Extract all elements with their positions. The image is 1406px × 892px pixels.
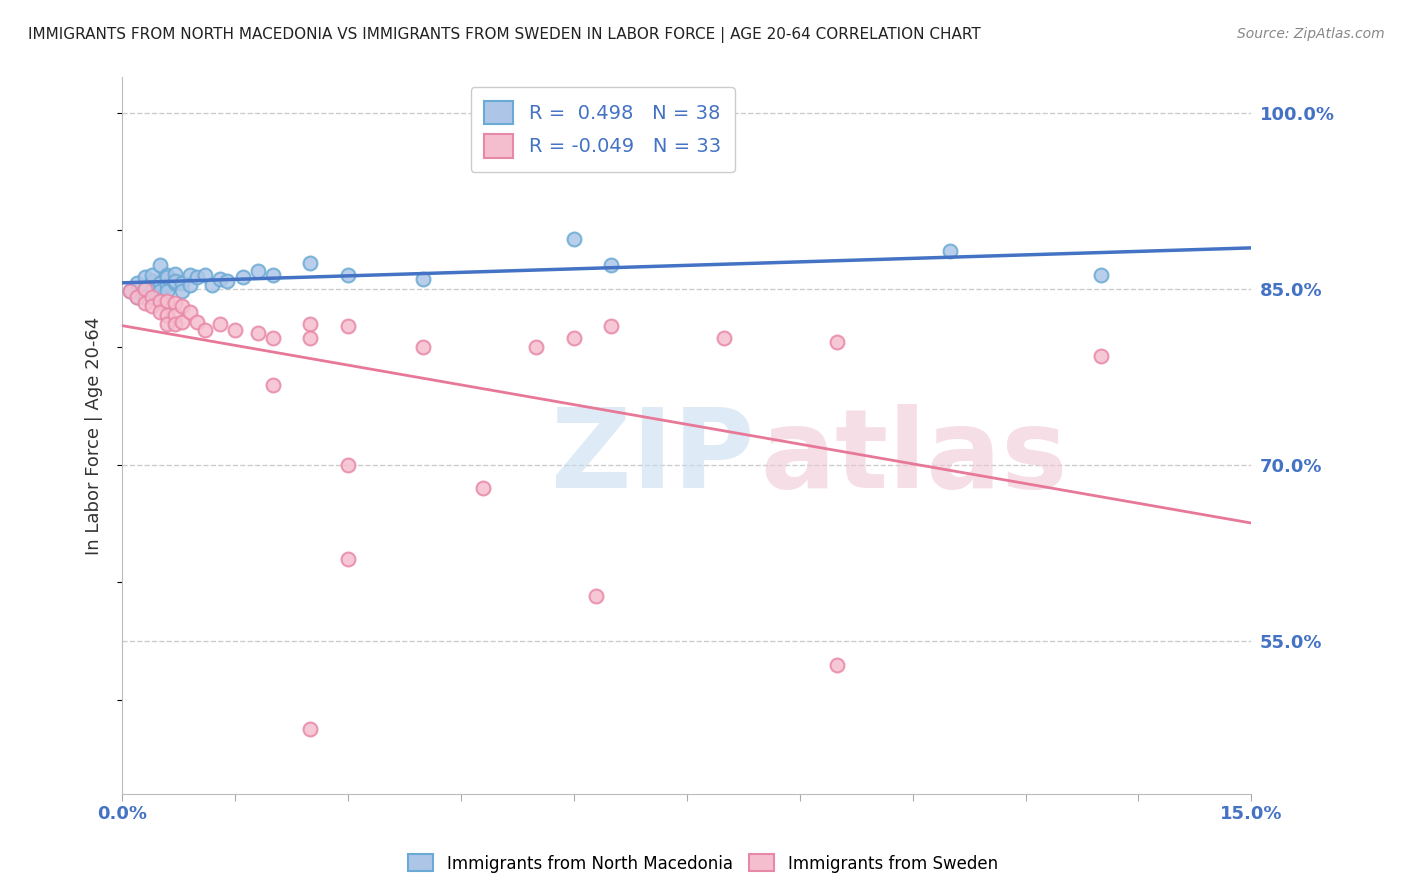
- Point: [179, 278, 201, 293]
- Point: [246, 326, 269, 341]
- Point: [412, 341, 434, 355]
- Point: [217, 274, 239, 288]
- Point: [141, 284, 163, 298]
- Point: [149, 284, 172, 298]
- Point: [134, 270, 156, 285]
- Point: [412, 272, 434, 286]
- Point: [172, 299, 194, 313]
- Point: [156, 268, 179, 282]
- Point: [939, 244, 962, 259]
- Point: [827, 334, 849, 349]
- Point: [208, 317, 231, 331]
- Text: atlas: atlas: [761, 403, 1067, 510]
- Point: [156, 308, 179, 322]
- Point: [172, 276, 194, 290]
- Point: [134, 282, 156, 296]
- Point: [134, 290, 156, 304]
- Point: [231, 270, 253, 285]
- Point: [149, 258, 172, 272]
- Point: [163, 308, 186, 322]
- Point: [336, 268, 359, 282]
- Point: [336, 458, 359, 472]
- Text: IMMIGRANTS FROM NORTH MACEDONIA VS IMMIGRANTS FROM SWEDEN IN LABOR FORCE | AGE 2: IMMIGRANTS FROM NORTH MACEDONIA VS IMMIG…: [28, 27, 981, 43]
- Point: [562, 331, 585, 345]
- Point: [262, 378, 284, 392]
- Point: [524, 341, 547, 355]
- Point: [299, 317, 322, 331]
- Legend: Immigrants from North Macedonia, Immigrants from Sweden: Immigrants from North Macedonia, Immigra…: [402, 847, 1004, 880]
- Point: [149, 305, 172, 319]
- Point: [172, 315, 194, 329]
- Point: [156, 317, 179, 331]
- Point: [156, 293, 179, 308]
- Point: [194, 323, 217, 337]
- Point: [163, 317, 186, 331]
- Point: [336, 552, 359, 566]
- Point: [179, 268, 201, 282]
- Text: ZIP: ZIP: [551, 403, 755, 510]
- Y-axis label: In Labor Force | Age 20-64: In Labor Force | Age 20-64: [86, 317, 103, 555]
- Point: [149, 293, 172, 308]
- Point: [472, 482, 495, 496]
- Point: [163, 274, 186, 288]
- Point: [186, 270, 208, 285]
- Point: [194, 268, 217, 282]
- Point: [224, 323, 246, 337]
- Point: [562, 232, 585, 246]
- Point: [149, 276, 172, 290]
- Point: [156, 270, 179, 285]
- Point: [299, 331, 322, 345]
- Point: [127, 276, 149, 290]
- Point: [262, 268, 284, 282]
- Point: [713, 331, 735, 345]
- Point: [141, 299, 163, 313]
- Point: [246, 264, 269, 278]
- Point: [141, 268, 163, 282]
- Point: [156, 278, 179, 293]
- Point: [299, 256, 322, 270]
- Text: Source: ZipAtlas.com: Source: ZipAtlas.com: [1237, 27, 1385, 41]
- Point: [179, 305, 201, 319]
- Point: [299, 722, 322, 736]
- Point: [600, 319, 623, 334]
- Point: [262, 331, 284, 345]
- Point: [118, 284, 141, 298]
- Point: [201, 278, 224, 293]
- Point: [141, 274, 163, 288]
- Point: [127, 290, 149, 304]
- Point: [208, 272, 231, 286]
- Point: [336, 319, 359, 334]
- Point: [134, 296, 156, 310]
- Point: [163, 296, 186, 310]
- Point: [163, 276, 186, 290]
- Point: [141, 290, 163, 304]
- Point: [127, 290, 149, 304]
- Point: [118, 284, 141, 298]
- Point: [585, 590, 607, 604]
- Point: [172, 284, 194, 298]
- Point: [600, 258, 623, 272]
- Point: [134, 282, 156, 296]
- Point: [1090, 349, 1112, 363]
- Legend: R =  0.498   N = 38, R = -0.049   N = 33: R = 0.498 N = 38, R = -0.049 N = 33: [471, 87, 735, 171]
- Point: [1090, 268, 1112, 282]
- Point: [186, 315, 208, 329]
- Point: [163, 267, 186, 281]
- Point: [827, 657, 849, 672]
- Point: [156, 284, 179, 298]
